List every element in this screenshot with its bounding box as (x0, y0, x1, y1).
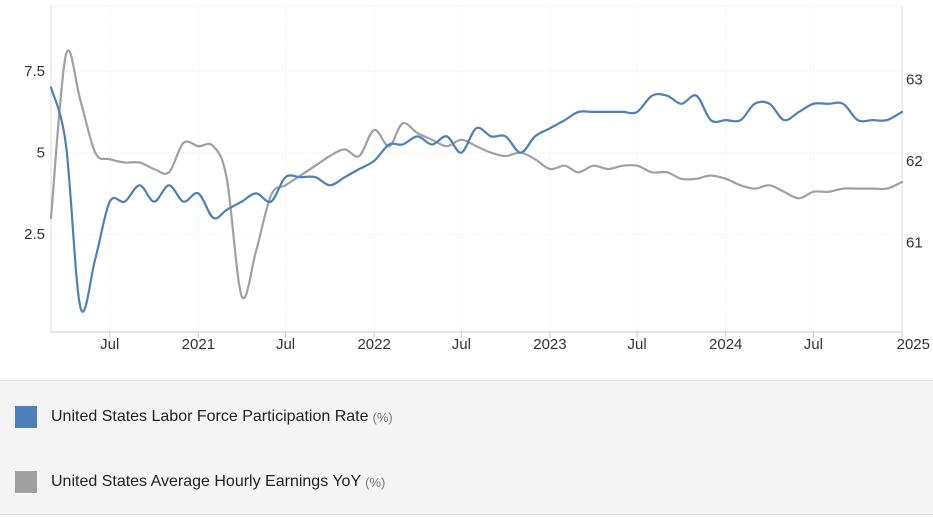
legend-unit: (%) (372, 409, 393, 425)
series-line-average-hourly-earnings (49, 49, 904, 300)
x-tick-label: Jul (628, 336, 647, 353)
legend-label: United States Labor Force Participation … (51, 408, 369, 425)
series-line-labor-force-participation (49, 86, 904, 313)
legend-swatch-blue (15, 406, 37, 428)
x-tick-label: 2024 (709, 336, 742, 353)
x-tick-label: Jul (100, 336, 119, 353)
legend-item-hourly-earnings[interactable]: United States Average Hourly Earnings Yo… (15, 470, 385, 494)
x-tick-label: 2021 (182, 336, 215, 353)
y-left-tick-label: 2.5 (24, 226, 45, 243)
line-chart: Jul 2021 Jul 2022 Jul 2023 Jul 2024 Jul 2025 2.5 5 7… (24, 5, 930, 353)
x-tick-label: Jul (452, 336, 471, 353)
legend-unit: (%) (365, 474, 386, 490)
y-right-tick-label: 62 (906, 153, 923, 170)
y-left-tick-label: 5 (37, 145, 45, 162)
y-right-tick-label: 63 (906, 71, 923, 88)
x-tick-label: Jul (804, 336, 823, 353)
x-tick-label: 2023 (533, 336, 566, 353)
y-left-tick-label: 7.5 (24, 63, 45, 80)
x-tick-label: 2025 (897, 336, 930, 353)
chart-area: Jul 2021 Jul 2022 Jul 2023 Jul 2024 Jul 2025 2.5 5 7… (24, 5, 930, 353)
legend: United States Labor Force Participation … (0, 380, 933, 515)
legend-label: United States Average Hourly Earnings Yo… (51, 473, 362, 490)
legend-swatch-gray (15, 471, 37, 493)
x-tick-label: 2022 (357, 336, 390, 353)
y-right-tick-label: 61 (906, 234, 923, 251)
legend-item-labor-force[interactable]: United States Labor Force Participation … (15, 405, 393, 429)
x-tick-label: Jul (276, 336, 295, 353)
